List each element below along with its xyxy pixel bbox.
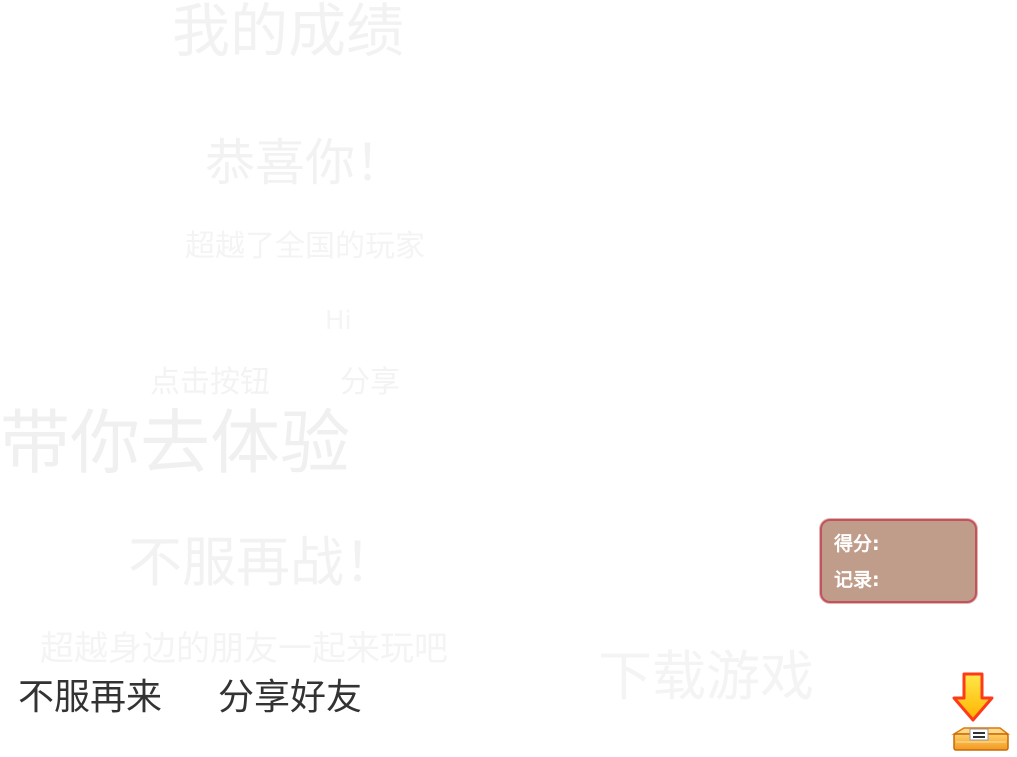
ghost-text-congrats: 恭喜你！ [205,134,405,192]
download-box-icon[interactable] [950,672,1011,754]
ghost-text-experience: 带你去体验 [0,402,350,484]
retry-button[interactable]: 不服再来 [18,677,163,718]
ghost-text-hi: Hi [325,306,352,336]
ghost-text-title: 我的成绩 [172,0,405,65]
ghost-text-friends: 超越身边的朋友一起来玩吧 [40,629,448,669]
score-label: 得分: [834,533,880,555]
share-button[interactable]: 分享好友 [218,677,363,718]
ghost-text-surpass: 超越了全国的玩家 [185,229,425,264]
ghost-text-click: 点击按钮 [150,365,270,400]
ghost-text-share: 分享 [340,365,400,400]
record-label: 记录: [834,569,880,591]
ghost-text-download: 下载游戏 [598,645,814,708]
score-panel: 得分: 记录: [820,519,977,603]
ghost-text-challenge: 不服再战！ [128,531,398,594]
